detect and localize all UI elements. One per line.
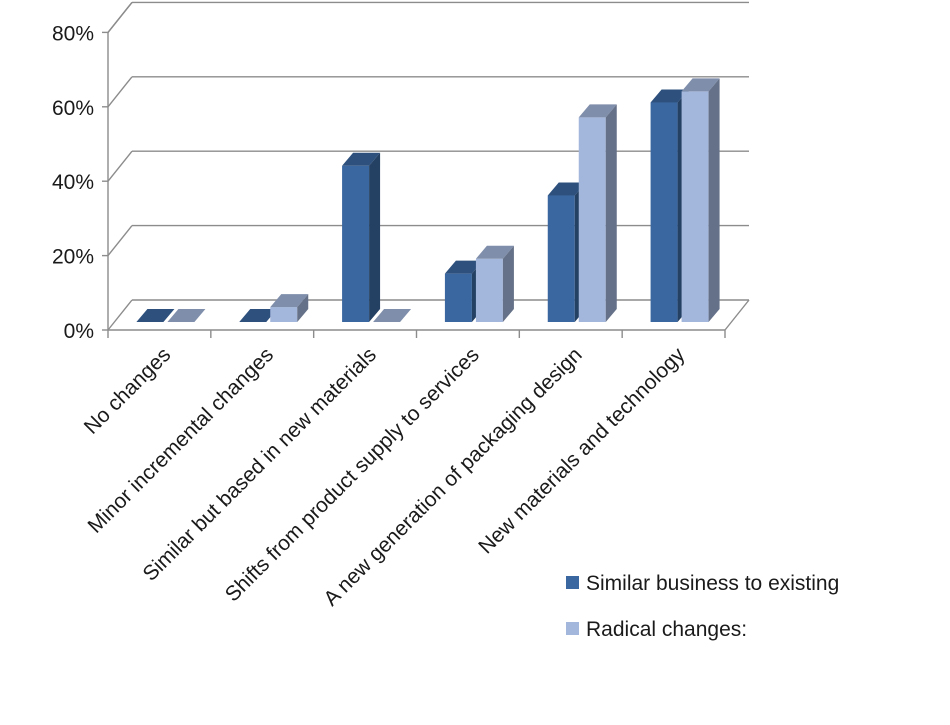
bar-top <box>475 245 514 259</box>
bar-top <box>239 309 278 322</box>
bar-front <box>578 117 606 323</box>
x-category-label: Minor incremental changes <box>84 343 279 538</box>
bar-front <box>270 307 298 322</box>
y-tick-label: 40% <box>52 171 94 194</box>
gridline-depth <box>107 299 133 331</box>
bar-top <box>373 309 412 322</box>
y-tick-label: 60% <box>52 97 94 120</box>
y-tick-label: 0% <box>64 320 94 343</box>
bar-front <box>342 165 370 322</box>
bar <box>342 152 381 322</box>
y-tick-label: 80% <box>52 22 94 45</box>
bar-top <box>650 89 689 103</box>
bar-front <box>547 195 575 322</box>
bar-top <box>342 152 381 166</box>
bar-top <box>681 78 720 92</box>
bar-top <box>578 104 617 118</box>
bar <box>373 309 412 323</box>
bar-front <box>444 273 472 322</box>
gridline-depth <box>107 76 133 108</box>
bar <box>270 294 309 322</box>
bar-top <box>167 309 206 322</box>
bar-top <box>547 182 586 196</box>
legend-label: Similar business to existing <box>586 572 839 595</box>
bar-side <box>297 294 309 322</box>
x-category-label: New materials and technology <box>474 343 690 559</box>
y-axis-top-depth <box>107 1 133 33</box>
bar-side <box>369 152 381 322</box>
floor-right-edge <box>724 299 750 331</box>
bar-side <box>605 104 617 323</box>
bar-top <box>270 294 309 308</box>
legend-swatch <box>566 576 579 589</box>
bar <box>239 309 278 323</box>
gridline-depth <box>107 225 133 257</box>
x-category-label: No changes <box>80 343 176 439</box>
bar-side <box>502 245 514 322</box>
bar-side <box>708 78 720 322</box>
bar <box>475 245 514 322</box>
legend-swatch <box>566 622 579 635</box>
bar-top <box>444 260 483 274</box>
y-tick-label: 20% <box>52 246 94 269</box>
bar-top <box>136 309 175 322</box>
bar-front <box>475 258 503 322</box>
bar-front <box>650 102 678 323</box>
x-category-label: Similar but based in new materials <box>139 343 381 585</box>
gridline-depth <box>107 150 133 182</box>
bar <box>167 309 206 323</box>
bar <box>578 104 617 323</box>
legend-label: Radical changes: <box>586 618 747 641</box>
bar <box>681 78 720 322</box>
bar <box>136 309 175 323</box>
bar-front <box>681 91 709 322</box>
